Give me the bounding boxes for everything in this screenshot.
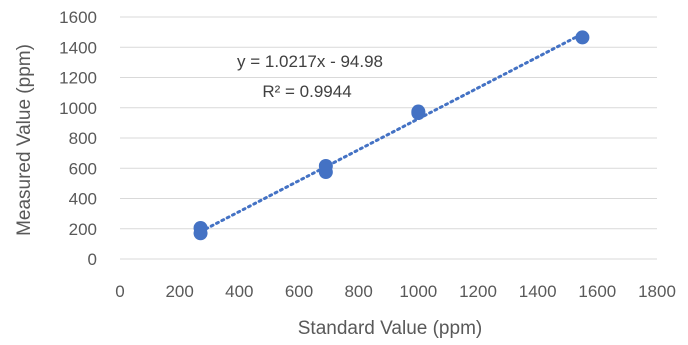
x-tick-label: 0: [115, 282, 124, 301]
x-tick-label: 600: [285, 282, 313, 301]
data-point: [318, 165, 333, 180]
x-tick-label: 800: [344, 282, 372, 301]
x-tick-label: 1800: [638, 282, 676, 301]
gridlines: [120, 16, 657, 230]
trendline: [199, 32, 584, 234]
trendline-r-squared: R² = 0.9944: [262, 82, 351, 101]
x-tick-labels: 0 200 400 600 800 1000 1200 1400 1600 1800: [115, 282, 676, 301]
y-tick-label: 800: [69, 129, 97, 148]
y-tick-label: 0: [88, 250, 97, 269]
x-tick-label: 1200: [459, 282, 497, 301]
y-tick-label: 1600: [59, 8, 97, 27]
y-tick-label: 1400: [59, 38, 97, 57]
x-tick-label: 400: [225, 282, 253, 301]
trendline-equation: y = 1.0217x - 94.98: [237, 52, 383, 71]
data-point: [193, 226, 208, 241]
x-tick-label: 1000: [399, 282, 437, 301]
data-point: [575, 30, 590, 45]
data-point: [411, 106, 426, 121]
data-points: [193, 30, 590, 241]
x-tick-label: 1400: [519, 282, 557, 301]
y-axis-title: Measured Value (ppm): [14, 44, 35, 236]
trendline-group: [199, 32, 584, 234]
y-tick-label: 600: [69, 159, 97, 178]
x-axis-title: Standard Value (ppm): [298, 318, 482, 339]
x-tick-label: 200: [165, 282, 193, 301]
y-tick-label: 1200: [59, 69, 97, 88]
y-tick-label: 200: [69, 220, 97, 239]
y-tick-labels: 0 200 400 600 800 1000 1200 1400 1600: [59, 8, 97, 269]
y-tick-label: 1000: [59, 99, 97, 118]
y-tick-label: 400: [69, 190, 97, 209]
x-tick-label: 1600: [578, 282, 616, 301]
